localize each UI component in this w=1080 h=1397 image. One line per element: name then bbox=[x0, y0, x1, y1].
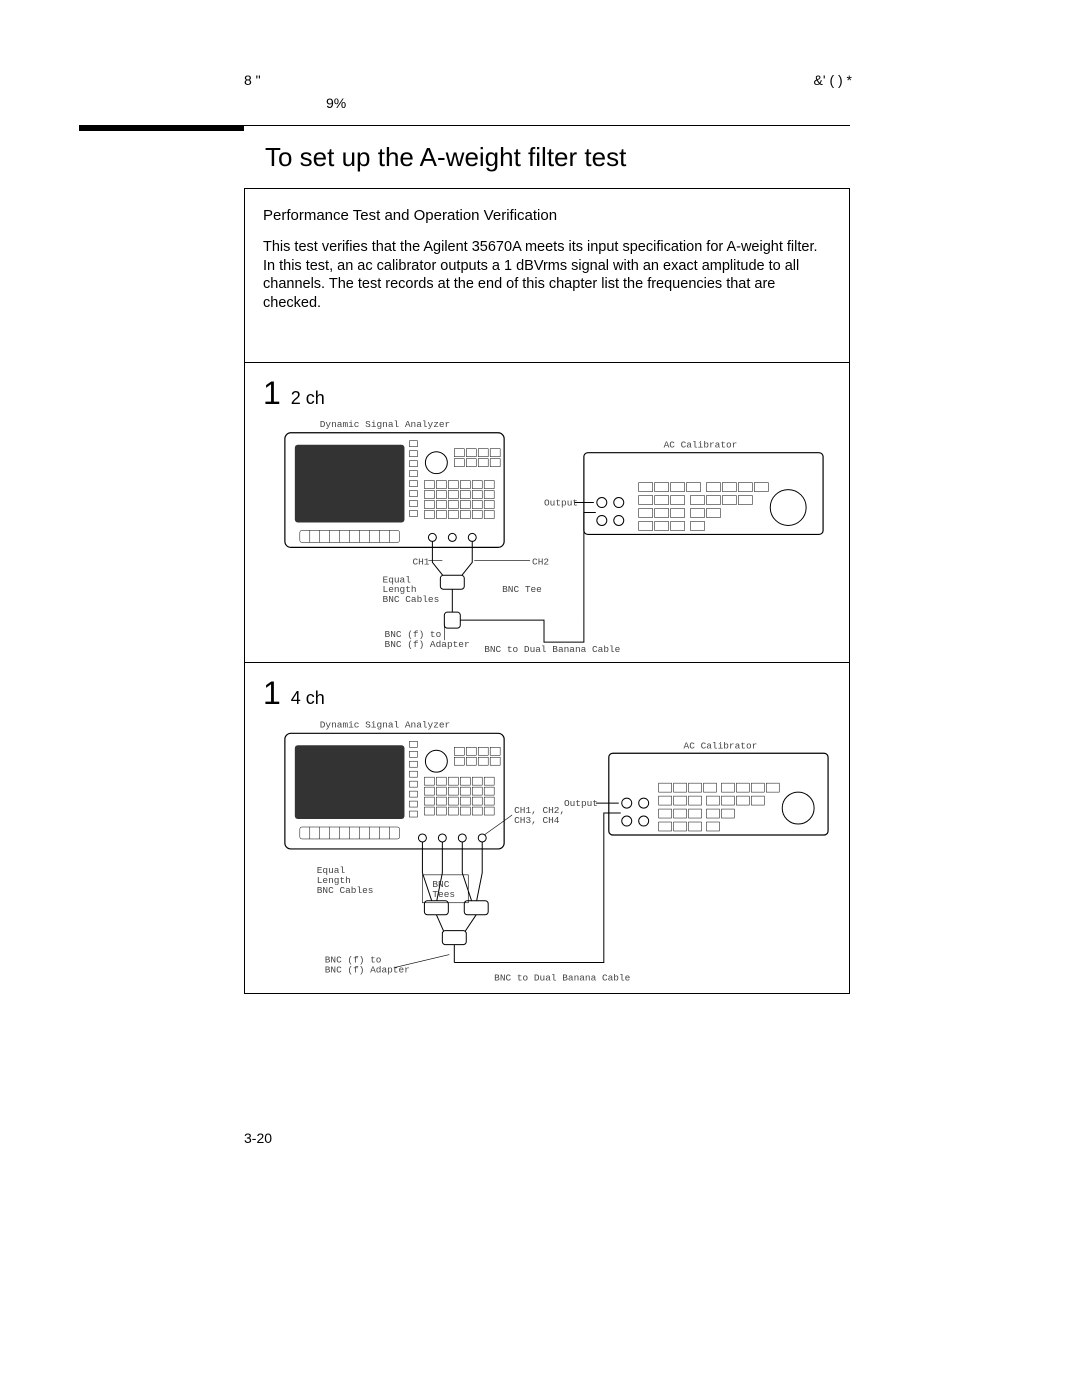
equal-label-4: EqualLengthBNC Cables bbox=[317, 865, 374, 896]
banana-label-4: BNC to Dual Banana Cable bbox=[494, 973, 630, 984]
performance-box: Performance Test and Operation Verificat… bbox=[245, 189, 849, 363]
header-left: 8 " bbox=[244, 72, 261, 88]
perf-body: This test verifies that the Agilent 3567… bbox=[263, 238, 831, 312]
cal-label-4: AC Calibrator bbox=[684, 740, 758, 751]
calibrator-icon bbox=[584, 453, 823, 535]
header-right: &' ( ) * bbox=[814, 72, 852, 88]
diagram-2ch-svg: Dynamic Signal Analyzer bbox=[245, 363, 849, 662]
calibrator-icon-4 bbox=[609, 753, 828, 835]
analyzer-icon bbox=[285, 433, 504, 548]
output-label-4: Output bbox=[564, 798, 598, 809]
tees-label: BNCTees bbox=[432, 879, 455, 900]
adapter-label-4: BNC (f) toBNC (f) Adapter bbox=[325, 955, 410, 976]
left-accent-bar bbox=[79, 125, 244, 131]
diagram-2ch: 1 2 ch bbox=[245, 363, 849, 663]
banana-label: BNC to Dual Banana Cable bbox=[484, 644, 620, 655]
chs-label: CH1, CH2,CH3, CH4 bbox=[514, 805, 565, 826]
dsa-label: Dynamic Signal Analyzer bbox=[320, 419, 450, 430]
diagram-4ch-svg: Dynamic Signal Analyzer bbox=[245, 663, 849, 993]
diagram-4ch: 1 4 ch bbox=[245, 663, 849, 993]
ch2-label: CH2 bbox=[532, 557, 549, 568]
cal-label: AC Calibrator bbox=[664, 440, 738, 451]
top-rule bbox=[244, 125, 850, 126]
page-number: 3-20 bbox=[244, 1130, 272, 1146]
page-title: To set up the A-weight filter test bbox=[265, 142, 626, 173]
adapter-label: BNC (f) toBNC (f) Adapter bbox=[385, 629, 470, 650]
perf-heading: Performance Test and Operation Verificat… bbox=[263, 207, 831, 224]
ch1-label: CH1 bbox=[412, 557, 429, 568]
dsa-label-4: Dynamic Signal Analyzer bbox=[320, 720, 450, 731]
content-box: Performance Test and Operation Verificat… bbox=[244, 188, 850, 994]
output-label: Output bbox=[544, 498, 578, 509]
analyzer-icon-4 bbox=[285, 734, 504, 850]
header-sub: 9% bbox=[326, 95, 346, 111]
equal-label: EqualLengthBNC Cables bbox=[383, 574, 440, 605]
tee-label: BNC Tee bbox=[502, 584, 542, 595]
